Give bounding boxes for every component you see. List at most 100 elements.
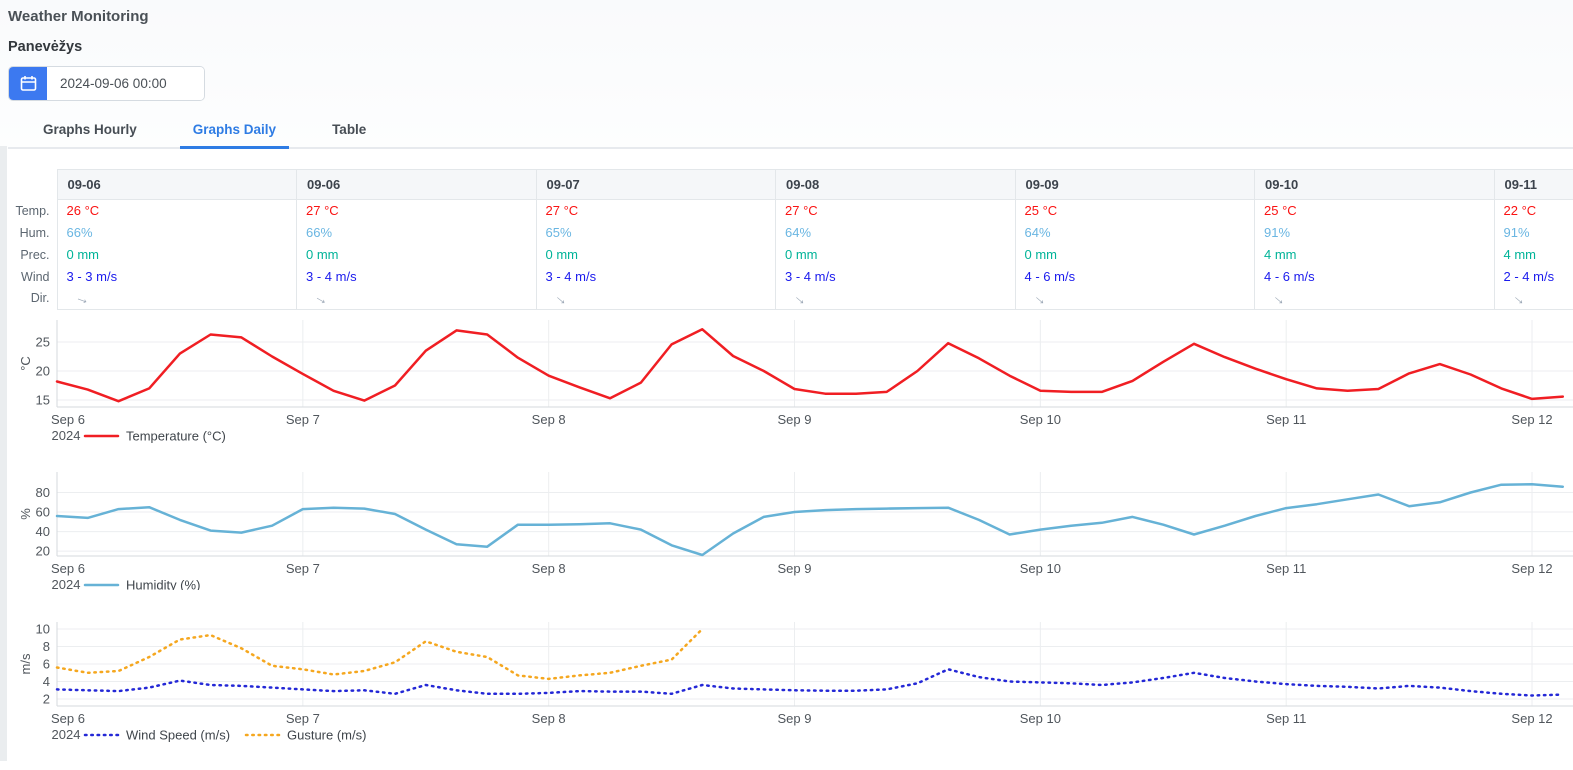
temp-cell: 22 °C <box>1493 199 1573 222</box>
x-tick-label: Sep 6 <box>51 711 85 726</box>
y-tick-label: 6 <box>43 656 50 671</box>
datetime-picker[interactable] <box>8 66 205 101</box>
row-label: Temp. <box>15 203 50 218</box>
y-axis-unit-label: °C <box>18 356 33 371</box>
y-tick-label: 20 <box>36 543 50 558</box>
date-column-header: 09-07 <box>535 169 776 200</box>
x-tick-label: Sep 12 <box>1511 561 1552 576</box>
date-column-header: 09-06 <box>296 169 537 200</box>
prec-cell: 4 mm <box>1254 243 1495 266</box>
wind-direction-cell: → <box>296 287 537 310</box>
prec-cell: 0 mm <box>1014 243 1255 266</box>
prec-cell: 0 mm <box>56 243 297 266</box>
x-tick-label: Sep 9 <box>778 412 812 427</box>
temp-cell: 27 °C <box>775 199 1016 222</box>
datetime-input[interactable] <box>47 67 204 100</box>
daily-summary-table-wrap: 09-06 09-06 09-07 09-08 09-09 09-10 09-11 Temp.… <box>8 169 1573 310</box>
wind-cell: 2 - 4 m/s <box>1493 265 1573 288</box>
x-tick-label: Sep 12 <box>1511 711 1552 726</box>
location-name: Panevėžys <box>8 39 83 55</box>
hum-cell: 64% <box>775 221 1016 244</box>
y-tick-label: 80 <box>36 485 50 500</box>
wind-direction-cell: → <box>535 286 776 310</box>
wind-direction-cell: → <box>1493 287 1573 310</box>
series-line-humidity <box>55 482 1565 556</box>
y-tick-label: 60 <box>36 504 50 519</box>
wind-cell: 4 - 6 m/s <box>1014 265 1255 288</box>
legend-label: Gusture (m/s) <box>287 727 366 742</box>
x-tick-year-label: 2024 <box>52 428 81 443</box>
daily-summary-table: 09-06 09-06 09-07 09-08 09-09 09-10 09-11 Temp.… <box>8 169 1573 310</box>
y-tick-label: 2 <box>43 691 50 706</box>
y-tick-label: 8 <box>43 639 50 654</box>
tab-bar: Graphs Hourly Graphs Daily Table <box>8 114 1573 149</box>
x-tick-label: Sep 9 <box>778 711 812 726</box>
hum-cell: 64% <box>1014 221 1255 244</box>
row-label: Prec. <box>20 247 50 262</box>
page-header: Weather Monitoring Panevėžys Graphs Hour… <box>0 0 1573 149</box>
wind-direction-arrow-icon: → <box>550 286 573 310</box>
temp-cell: 26 °C <box>56 199 297 222</box>
temp-cell: 25 °C <box>1254 199 1495 222</box>
x-tick-label: Sep 6 <box>51 412 85 427</box>
wind-cell: 3 - 4 m/s <box>535 265 776 288</box>
wind-direction-cell: → <box>1014 286 1255 310</box>
calendar-button[interactable] <box>9 67 47 100</box>
y-tick-label: 25 <box>36 334 50 349</box>
wind-cell: 4 - 6 m/s <box>1254 265 1495 288</box>
x-tick-label: Sep 10 <box>1020 711 1061 726</box>
hum-cell: 65% <box>535 221 776 244</box>
y-tick-label: 15 <box>36 392 50 407</box>
prec-cell: 4 mm <box>1493 243 1573 266</box>
x-tick-label: Sep 8 <box>532 561 566 576</box>
wind-cell: 3 - 3 m/s <box>56 265 297 288</box>
row-label: Dir. <box>30 291 50 306</box>
hum-cell: 66% <box>56 221 297 244</box>
temp-cell: 25 °C <box>1014 199 1255 222</box>
wind-direction-cell: → <box>1254 287 1495 310</box>
wind-direction-arrow-icon: → <box>789 286 813 310</box>
wind-direction-arrow-icon: → <box>1029 286 1052 310</box>
prec-cell: 0 mm <box>775 243 1016 266</box>
tab-table[interactable]: Table <box>332 122 367 137</box>
x-tick-label: Sep 11 <box>1266 412 1306 427</box>
tab-graphs-daily[interactable]: Graphs Daily <box>179 114 290 149</box>
x-tick-label: Sep 8 <box>532 711 566 726</box>
charts-area: 15 20 25 °C Sep 6 2024 Sep 7 Sep 8 Sep 9 Sep 10 Se… <box>0 312 1573 770</box>
y-tick-label: 10 <box>36 621 50 636</box>
hum-cell: 66% <box>296 221 537 244</box>
series-line-wind-speed-m-s <box>55 667 1565 697</box>
x-tick-label: Sep 10 <box>1020 412 1061 427</box>
y-tick-label: 40 <box>36 524 50 539</box>
x-tick-label: Sep 11 <box>1266 711 1306 726</box>
legend-label: Wind Speed (m/s) <box>126 727 230 742</box>
x-tick-label: Sep 12 <box>1511 412 1552 427</box>
prec-cell: 0 mm <box>296 243 537 266</box>
prec-cell: 0 mm <box>535 243 776 266</box>
series-line-gusture-m-s <box>55 627 704 680</box>
date-column-header: 09-06 <box>56 169 297 200</box>
date-column-header: 09-11 <box>1493 169 1573 200</box>
wind-direction-arrow-icon: → <box>72 287 93 309</box>
legend-label: Humidity (%) <box>126 577 200 590</box>
wind-direction-arrow-icon: → <box>311 287 333 310</box>
date-column-header: 09-09 <box>1014 169 1255 200</box>
hum-cell: 91% <box>1254 221 1495 244</box>
x-tick-label: Sep 7 <box>286 412 320 427</box>
row-label: Hum. <box>19 225 50 240</box>
x-tick-year-label: 2024 <box>52 577 81 590</box>
tab-graphs-hourly[interactable]: Graphs Hourly <box>43 122 137 137</box>
row-label: Wind <box>21 269 50 284</box>
x-tick-label: Sep 6 <box>51 561 85 576</box>
date-column-header: 09-08 <box>775 169 1016 200</box>
table-corner <box>8 170 57 200</box>
panel-left-edge <box>0 146 7 761</box>
x-tick-label: Sep 7 <box>286 561 320 576</box>
x-tick-year-label: 2024 <box>52 727 81 742</box>
wind-cell: 3 - 4 m/s <box>296 265 537 288</box>
y-tick-label: 20 <box>36 363 50 378</box>
x-tick-label: Sep 9 <box>778 561 812 576</box>
